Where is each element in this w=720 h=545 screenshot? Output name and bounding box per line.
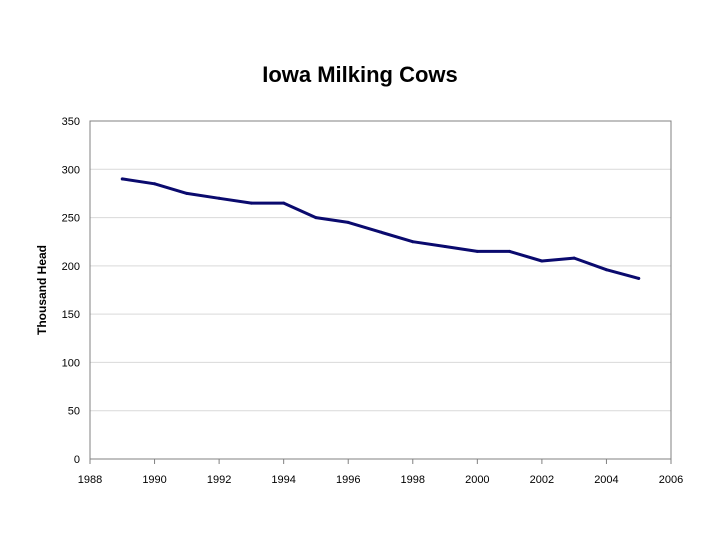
data-point [411, 240, 415, 244]
x-tick-label: 2006 [659, 474, 683, 486]
plot-area [89, 120, 672, 460]
data-point [604, 268, 608, 272]
series-layer [120, 177, 641, 280]
chart-title: Iowa Milking Cows [262, 62, 458, 87]
data-point [379, 230, 382, 234]
x-tick-label: 1992 [207, 474, 231, 486]
x-tick-label: 1988 [78, 474, 102, 486]
y-tick-label: 100 [62, 357, 80, 369]
y-tick-label: 150 [62, 309, 80, 321]
y-tick-label: 300 [62, 164, 80, 176]
y-tick-label: 0 [74, 454, 80, 466]
x-tick-label: 2004 [594, 474, 618, 486]
y-tick-label: 200 [62, 261, 80, 273]
x-tick-label: 1996 [336, 474, 360, 486]
x-tick-label: 1990 [142, 474, 166, 486]
data-point [508, 249, 512, 253]
x-tick-label: 1994 [271, 474, 295, 486]
data-point [153, 182, 157, 186]
y-tick-label: 350 [62, 116, 80, 128]
data-point [540, 259, 544, 263]
data-point [346, 220, 350, 224]
data-point [314, 216, 318, 220]
data-point [637, 276, 641, 280]
data-point [282, 201, 286, 205]
x-tick-label: 2000 [465, 474, 489, 486]
y-tick-label: 50 [68, 406, 80, 418]
y-axis-label: Thousand Head [35, 245, 49, 335]
grid-lines [90, 168, 671, 412]
data-point [120, 177, 124, 181]
data-point [249, 201, 253, 205]
x-tick-label: 2002 [530, 474, 554, 486]
data-point [217, 196, 221, 200]
y-axis-ticks: 0 50 100 150 200 250 300 350 [62, 116, 80, 466]
x-axis-ticks: 1988 1990 1992 1994 1996 1998 2000 2002 2004 2006 [78, 459, 683, 486]
data-point [443, 245, 447, 249]
data-point [185, 191, 189, 195]
data-point [475, 249, 479, 253]
data-point [572, 256, 576, 260]
x-tick-label: 1998 [401, 474, 425, 486]
series-line [120, 177, 641, 280]
y-tick-label: 250 [62, 213, 80, 225]
